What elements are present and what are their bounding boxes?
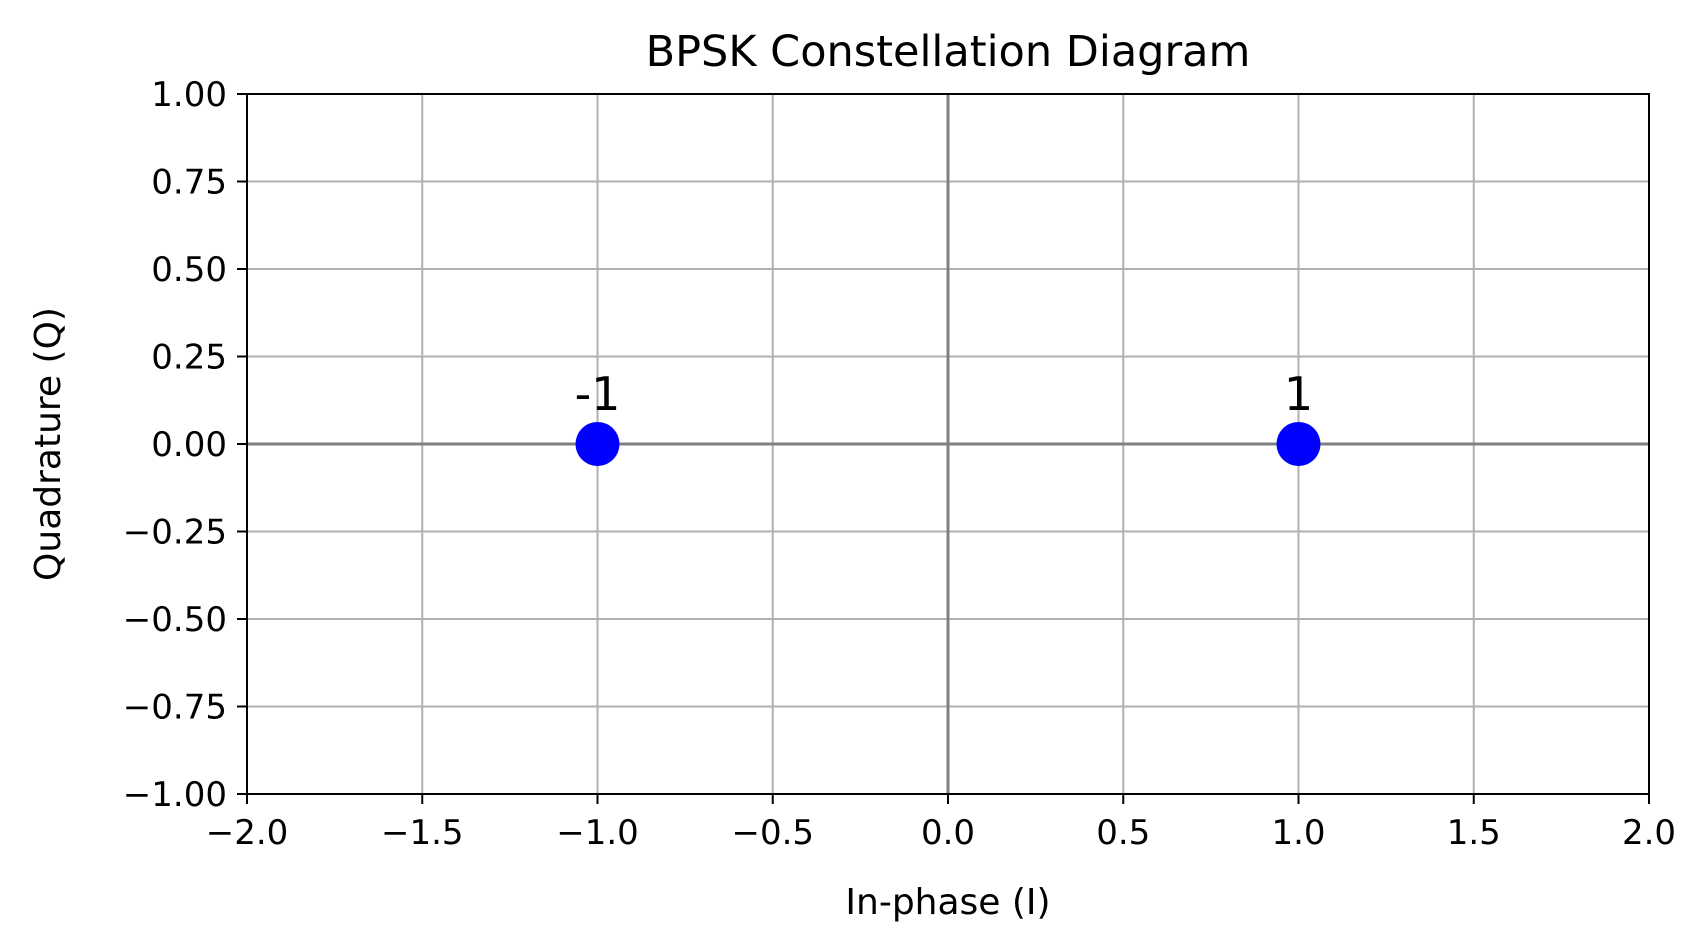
x-tick-label: 2.0 <box>1622 813 1676 853</box>
axis-ticks: −2.0 −1.5 −1.0 −0.5 0.0 0.5 1.0 1.5 2.0 1.00 0.75 0… <box>123 75 1676 853</box>
point-label: -1 <box>575 367 621 421</box>
x-tick-label: −1.5 <box>381 813 464 853</box>
x-tick-label: −2.0 <box>206 813 289 853</box>
y-tick-label: −0.25 <box>123 513 227 553</box>
x-tick-label: −1.0 <box>556 813 639 853</box>
y-tick-label: −0.50 <box>123 600 227 640</box>
point-label: 1 <box>1284 367 1313 421</box>
chart-title: BPSK Constellation Diagram <box>646 27 1251 77</box>
x-axis-title: In-phase (I) <box>845 882 1050 923</box>
x-tick-label: 0.5 <box>1096 813 1150 853</box>
y-tick-label: 1.00 <box>151 75 227 115</box>
y-tick-label: 0.00 <box>151 425 227 465</box>
y-tick-label: 0.75 <box>151 163 227 203</box>
x-tick-label: 1.5 <box>1447 813 1501 853</box>
data-points: -1 1 <box>575 367 1321 466</box>
constellation-point <box>1276 422 1321 466</box>
x-tick-label: 0.0 <box>921 813 975 853</box>
y-tick-label: −0.75 <box>123 688 227 728</box>
y-tick-label: −1.00 <box>123 775 227 815</box>
constellation-point <box>575 422 620 466</box>
x-tick-label: 1.0 <box>1271 813 1325 853</box>
y-tick-label: 0.25 <box>151 338 227 378</box>
y-axis-title: Quadrature (Q) <box>28 307 69 581</box>
x-tick-label: −0.5 <box>731 813 814 853</box>
zero-lines <box>247 94 1649 794</box>
y-tick-label: 0.50 <box>151 250 227 290</box>
